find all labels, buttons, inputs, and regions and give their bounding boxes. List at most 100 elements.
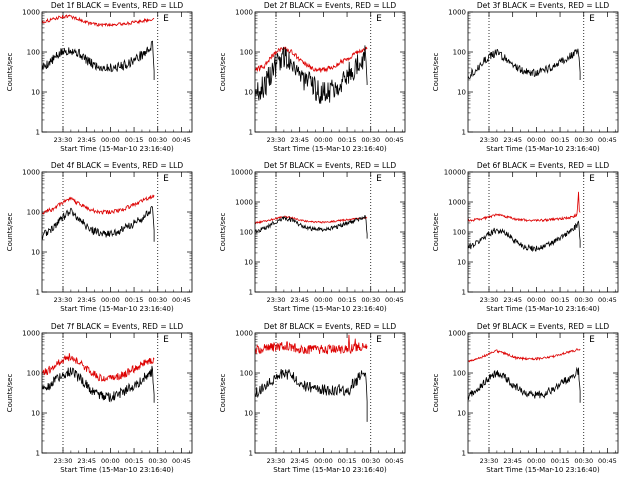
y-tick-label: 100 [453,229,466,237]
x-tick-label: 00:45 [385,296,404,304]
x-axis-label: Start Time (15-Mar-10 23:16:40) [486,305,600,313]
series-events-line [41,40,155,80]
x-tick-label: 00:45 [385,136,404,144]
x-tick-label: 00:45 [172,136,191,144]
panel-title: Det 8f BLACK = Events, RED = LLD [264,322,397,331]
x-tick-label: 23:45 [77,296,96,304]
panel-title: Det 7f BLACK = Events, RED = LLD [51,322,184,331]
y-tick-label: 10000 [444,169,466,177]
x-axis-label: Start Time (15-Mar-10 23:16:40) [60,466,174,474]
x-tick-label: 00:30 [361,296,380,304]
y-tick-label: 1000 [22,9,40,17]
y-tick-label: 10 [31,410,40,418]
x-tick-label: 23:30 [480,457,499,465]
x-tick-label: 00:00 [101,296,120,304]
x-tick-label: 23:45 [77,457,96,465]
y-axis-label: Counts/sec [432,374,440,413]
x-axis-label: Start Time (15-Mar-10 23:16:40) [60,145,174,153]
event-marker-label: E [376,174,382,184]
x-tick-label: 23:45 [503,296,522,304]
panel-det-3: Det 3f BLACK = Events, RED = LLD Counts/s… [432,1,619,153]
y-axis-label: Counts/sec [432,213,440,252]
x-tick-label: 00:15 [338,296,357,304]
panel-det-4: Det 4f BLACK = Events, RED = LLD Counts/s… [6,161,193,313]
series-events-line [254,45,368,104]
series-lld-line [41,14,155,28]
y-axis-label: Counts/sec [219,53,227,92]
panel-title: Det 9f BLACK = Events, RED = LLD [477,322,610,331]
panel-title: Det 5f BLACK = Events, RED = LLD [264,161,397,170]
x-axis-label: Start Time (15-Mar-10 23:16:40) [273,145,387,153]
x-tick-label: 23:30 [54,296,73,304]
y-tick-label: 10000 [231,169,253,177]
x-tick-label: 00:30 [574,296,593,304]
y-tick-label: 1 [462,129,466,137]
x-tick-label: 00:30 [148,136,167,144]
y-tick-label: 1 [36,129,40,137]
y-tick-label: 1000 [448,330,466,338]
series-events-line [254,368,368,422]
panel-det-9: Det 9f BLACK = Events, RED = LLD Counts/s… [432,322,619,474]
y-tick-label: 100 [453,370,466,378]
y-tick-label: 1000 [448,9,466,17]
x-tick-label: 00:30 [574,457,593,465]
y-axis-label: Counts/sec [432,53,440,92]
panel-title: Det 1f BLACK = Events, RED = LLD [51,1,184,10]
y-tick-label: 1000 [22,330,40,338]
x-tick-label: 00:15 [551,457,570,465]
plot-frame [41,171,193,293]
x-axis-label: Start Time (15-Mar-10 23:16:40) [486,466,600,474]
series-events-line [467,366,581,403]
x-tick-label: 00:30 [148,296,167,304]
x-tick-label: 23:45 [290,136,309,144]
x-tick-label: 00:30 [148,457,167,465]
event-marker-label: E [376,14,382,24]
series-lld-line [254,334,368,355]
series-events-line [254,214,368,239]
y-tick-label: 10 [244,89,253,97]
y-tick-label: 1 [462,289,466,297]
y-tick-label: 100 [27,370,40,378]
x-tick-label: 23:45 [290,296,309,304]
y-tick-label: 1000 [235,9,253,17]
y-tick-label: 100 [453,49,466,57]
y-tick-label: 100 [240,229,253,237]
y-tick-label: 1000 [448,199,466,207]
x-tick-label: 00:45 [172,457,191,465]
panel-title: Det 6f BLACK = Events, RED = LLD [477,161,610,170]
y-tick-label: 1 [36,289,40,297]
panel-det-5: Det 5f BLACK = Events, RED = LLD Counts/s… [219,161,406,313]
panel-title: Det 3f BLACK = Events, RED = LLD [477,1,610,10]
series-events-line [41,365,155,403]
x-axis-label: Start Time (15-Mar-10 23:16:40) [273,305,387,313]
x-tick-label: 00:00 [314,136,333,144]
plot-frame [467,11,619,133]
x-tick-label: 00:30 [574,136,593,144]
series-events-line [467,48,581,80]
series-lld-line [42,194,155,215]
event-marker-label: E [589,174,595,184]
series-events-line [467,220,581,253]
x-tick-label: 00:15 [551,136,570,144]
y-tick-label: 100 [240,49,253,57]
event-marker-label: E [163,174,169,184]
plot-frame [254,332,406,454]
plot-frame [467,171,619,293]
plot-frame [254,171,406,293]
x-tick-label: 23:30 [267,457,286,465]
plot-frame [41,11,193,133]
x-tick-label: 23:30 [480,136,499,144]
x-tick-label: 23:45 [77,136,96,144]
x-tick-label: 00:15 [125,136,144,144]
event-marker-label: E [163,14,169,24]
y-tick-label: 1 [249,289,253,297]
x-tick-label: 00:45 [598,136,617,144]
event-marker-label: E [589,335,595,345]
y-tick-label: 10 [31,89,40,97]
y-tick-label: 10 [457,259,466,267]
x-tick-label: 00:15 [125,296,144,304]
y-tick-label: 1000 [235,199,253,207]
x-tick-label: 23:30 [54,136,73,144]
plot-frame [254,11,406,133]
y-tick-label: 10 [244,410,253,418]
